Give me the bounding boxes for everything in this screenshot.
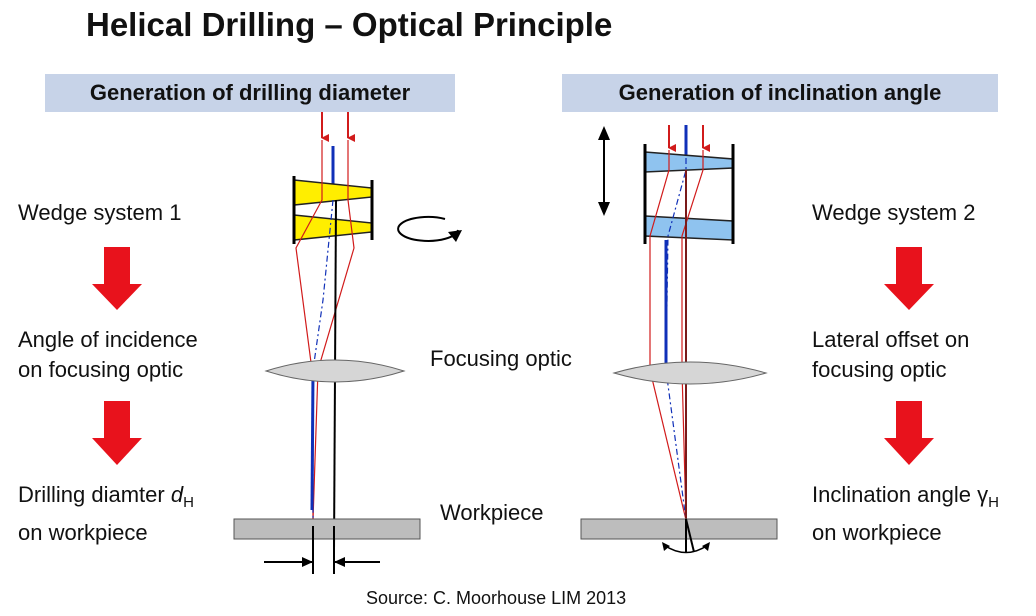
inclination-angle-icon: [662, 518, 710, 554]
source-caption: Source: C. Moorhouse LIM 2013: [366, 588, 627, 608]
flow-arrow-down-icon: [92, 401, 142, 465]
diameter-symbol: d: [170, 482, 184, 507]
workpiece-label: Workpiece: [440, 500, 544, 525]
right-section-header: Generation of inclination angle: [562, 74, 998, 112]
lateral-offset-line1: Lateral offset on: [812, 327, 970, 352]
inclination-subscript: H: [988, 494, 999, 511]
drilling-diameter-text: Drilling diamter: [18, 482, 171, 507]
drilling-diameter-line2: on workpiece: [18, 520, 148, 545]
diameter-subscript: H: [183, 494, 194, 511]
lateral-offset-line2: focusing optic: [812, 357, 947, 382]
wedge-system-2-label: Wedge system 2: [812, 200, 976, 225]
wedge-system-1-icon: [292, 176, 374, 244]
page-title: Helical Drilling – Optical Principle: [86, 6, 613, 43]
drilling-diameter-label: Drilling diamter dH on workpiece: [18, 480, 194, 548]
beam-paths-left: [295, 140, 355, 551]
left-section-header: Generation of drilling diameter: [45, 74, 455, 112]
focusing-lens-left: [264, 359, 406, 383]
workpiece-left: [233, 518, 421, 540]
beam-paths-right: [649, 150, 704, 521]
focusing-optic-label: Focusing optic: [430, 346, 572, 371]
inclination-angle-text: Inclination angle: [812, 482, 978, 507]
wedge-system-1-label: Wedge system 1: [18, 200, 182, 225]
incidence-angle-line1: Angle of incidence: [18, 327, 198, 352]
flow-arrow-down-icon: [884, 401, 934, 465]
incidence-angle-line2: on focusing optic: [18, 357, 184, 382]
diameter-dimension-icon: [264, 526, 380, 574]
vertical-shift-arrow-icon: [598, 126, 610, 216]
incidence-angle-label: Angle of incidence on focusing optic: [18, 325, 198, 385]
flow-arrow-down-icon: [884, 247, 934, 310]
flow-arrow-down-icon: [92, 247, 142, 310]
workpiece-right: [580, 518, 778, 540]
inclination-symbol: γ: [977, 482, 989, 507]
focusing-lens-right: [612, 361, 768, 385]
inclination-angle-label: Inclination angle γH on workpiece: [812, 480, 1036, 548]
inclination-angle-line2: on workpiece: [812, 520, 942, 545]
lateral-offset-label: Lateral offset on focusing optic: [812, 325, 969, 385]
wedge-system-2-icon: [643, 144, 735, 244]
rotation-arrow-icon: [397, 215, 462, 242]
